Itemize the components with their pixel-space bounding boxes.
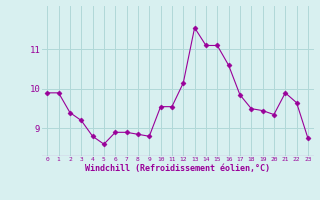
X-axis label: Windchill (Refroidissement éolien,°C): Windchill (Refroidissement éolien,°C) — [85, 164, 270, 173]
